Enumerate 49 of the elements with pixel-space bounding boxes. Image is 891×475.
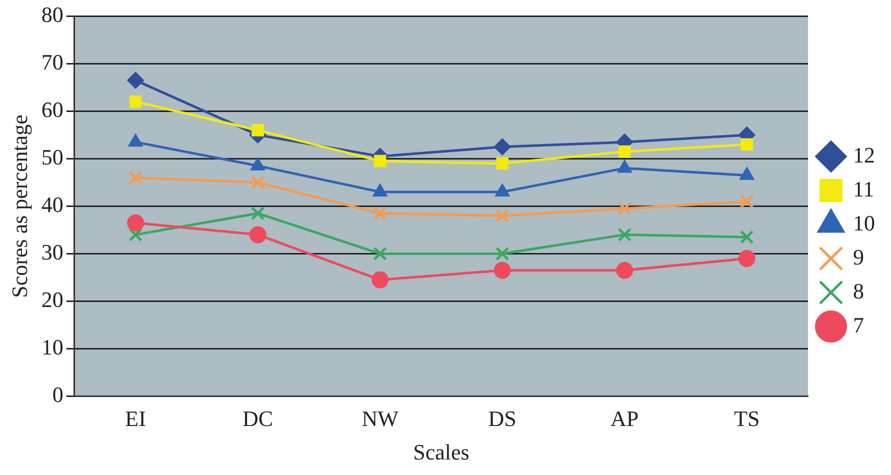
point xyxy=(740,194,754,208)
point xyxy=(618,202,632,216)
point xyxy=(127,72,144,89)
point xyxy=(250,176,265,190)
y-tick-label: 60 xyxy=(41,96,64,122)
point xyxy=(127,214,144,232)
point xyxy=(495,208,510,223)
y-tick-label: 50 xyxy=(41,144,64,170)
point xyxy=(129,96,142,108)
x-tick-label: TS xyxy=(734,406,760,432)
point xyxy=(740,138,754,151)
y-tick-label: 10 xyxy=(41,334,64,360)
legend-label: 11 xyxy=(853,176,874,202)
point xyxy=(249,226,266,244)
y-tick-label: 20 xyxy=(41,286,64,312)
point xyxy=(740,230,754,244)
x-tick-label: DC xyxy=(242,406,274,432)
point xyxy=(496,157,508,170)
y-tick-label: 30 xyxy=(41,239,64,264)
point xyxy=(618,228,632,242)
x-tick-label: EI xyxy=(125,406,146,432)
point xyxy=(372,271,389,288)
x-tick-label: AP xyxy=(610,406,639,432)
y-tick-label: 80 xyxy=(41,2,64,27)
point xyxy=(738,250,756,267)
point xyxy=(373,206,387,220)
point xyxy=(616,262,634,279)
legend-label: 9 xyxy=(853,244,864,270)
point xyxy=(618,145,631,158)
y-tick-label: 40 xyxy=(41,192,64,217)
y-tick-label: 0 xyxy=(52,382,64,407)
point xyxy=(494,138,511,156)
point xyxy=(374,154,386,168)
y-tick-label: 70 xyxy=(41,49,64,74)
point xyxy=(495,246,510,261)
legend-label: 12 xyxy=(853,142,875,168)
point xyxy=(128,170,142,185)
legend-label: 8 xyxy=(853,278,864,304)
legend-label: 10 xyxy=(853,210,875,236)
y-axis-title: Scores as percentage xyxy=(6,114,32,298)
x-tick-label: NW xyxy=(362,406,399,432)
point xyxy=(252,124,264,136)
x-axis-title: Scales xyxy=(413,440,470,465)
point xyxy=(373,246,387,261)
point xyxy=(128,228,142,242)
point xyxy=(494,262,511,279)
legend-label: 7 xyxy=(853,312,864,338)
x-tick-label: DS xyxy=(488,406,516,432)
point xyxy=(250,206,265,220)
